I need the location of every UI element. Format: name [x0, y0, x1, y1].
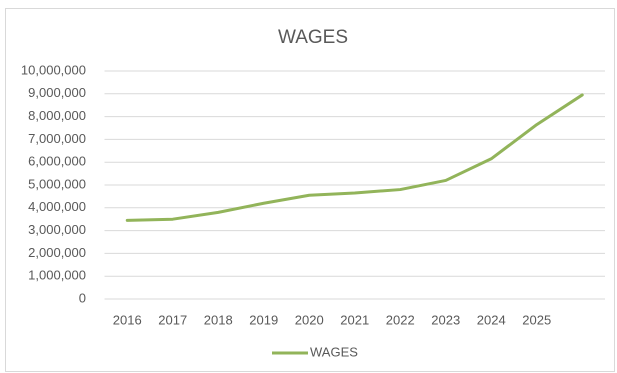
x-tick-label: 2024 — [477, 312, 506, 327]
x-tick-label: 2021 — [340, 312, 369, 327]
y-tick-label: 6,000,000 — [28, 154, 86, 169]
y-tick-label: 1,000,000 — [28, 268, 86, 283]
y-tick-label: 3,000,000 — [28, 222, 86, 237]
x-tick-label: 2018 — [204, 312, 233, 327]
y-tick-label: 7,000,000 — [28, 131, 86, 146]
x-tick-label: 2020 — [295, 312, 324, 327]
x-tick-label: 2019 — [249, 312, 278, 327]
y-tick-label: 9,000,000 — [28, 85, 86, 100]
y-tick-label: 4,000,000 — [28, 199, 86, 214]
data-line — [125, 93, 584, 222]
y-tick-label: 8,000,000 — [28, 108, 86, 123]
y-tick-label: 10,000,000 — [21, 62, 86, 77]
y-tick-label: 5,000,000 — [28, 176, 86, 191]
chart-frame — [5, 8, 615, 372]
x-tick-label: 2023 — [431, 312, 460, 327]
chart-title: WAGES — [278, 27, 348, 48]
x-tick-label: 2025 — [522, 312, 551, 327]
x-tick-label: 2016 — [113, 312, 142, 327]
x-tick-label: 2017 — [158, 312, 187, 327]
x-tick-label: 2022 — [386, 312, 415, 327]
legend-label: WAGES — [310, 344, 358, 359]
y-tick-label: 0 — [79, 290, 86, 305]
y-tick-label: 2,000,000 — [28, 245, 86, 260]
